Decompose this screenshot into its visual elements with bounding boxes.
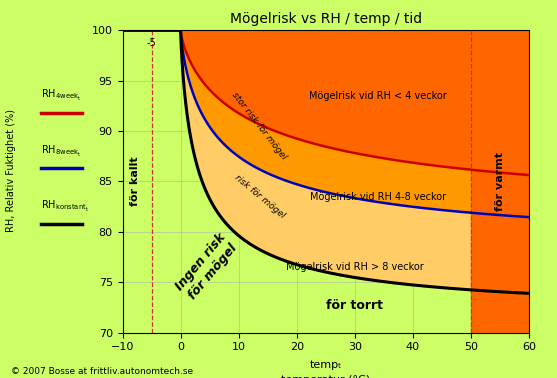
Text: för torrt: för torrt bbox=[326, 299, 383, 313]
Text: för kallt: för kallt bbox=[130, 156, 140, 206]
Text: Mögelrisk vid RH < 4 veckor: Mögelrisk vid RH < 4 veckor bbox=[309, 91, 447, 101]
Text: $\mathregular{RH_{konstant_t}}$: $\mathregular{RH_{konstant_t}}$ bbox=[41, 199, 89, 214]
Text: Mögelrisk vid RH > 8 veckor: Mögelrisk vid RH > 8 veckor bbox=[286, 262, 424, 272]
Text: $\mathregular{RH_{4week_t}}$: $\mathregular{RH_{4week_t}}$ bbox=[41, 88, 82, 103]
Text: Ingen risk
för mögel: Ingen risk för mögel bbox=[173, 231, 240, 303]
Text: © 2007 Bosse at frittliv.autonomtech.se: © 2007 Bosse at frittliv.autonomtech.se bbox=[11, 367, 193, 376]
Text: temperatur (°C): temperatur (°C) bbox=[281, 375, 370, 378]
Text: risk för mögel: risk för mögel bbox=[233, 173, 286, 220]
Text: -5: -5 bbox=[146, 38, 157, 48]
Text: tempₜ: tempₜ bbox=[310, 360, 342, 370]
Text: Mögelrisk vid RH 4-8 veckor: Mögelrisk vid RH 4-8 veckor bbox=[310, 192, 446, 201]
Text: RH, Relativ Fuktighet (%): RH, Relativ Fuktighet (%) bbox=[6, 108, 16, 232]
Text: stor risk för mögel: stor risk för mögel bbox=[230, 91, 288, 161]
Title: Mögelrisk vs RH / temp / tid: Mögelrisk vs RH / temp / tid bbox=[230, 12, 422, 26]
Text: $\mathregular{RH_{8week_t}}$: $\mathregular{RH_{8week_t}}$ bbox=[41, 144, 82, 159]
Text: för varmt: för varmt bbox=[495, 152, 505, 211]
